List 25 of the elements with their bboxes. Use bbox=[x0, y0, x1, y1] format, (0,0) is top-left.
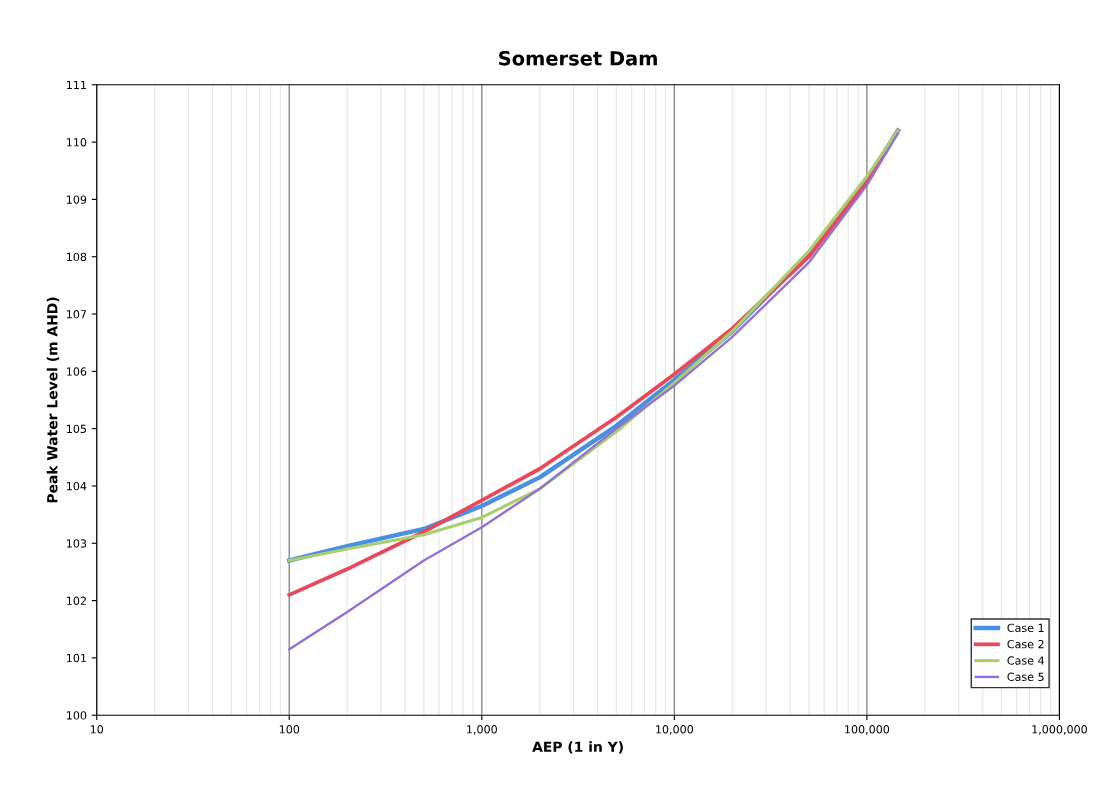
y-axis-title: Peak Water Level (m AHD) bbox=[46, 297, 60, 503]
y-tick-label: 107 bbox=[67, 310, 87, 319]
x-axis-title: AEP (1 in Y) bbox=[532, 741, 623, 754]
x-tick-label: 1,000 bbox=[467, 725, 497, 735]
x-tick-label: 1,000,000 bbox=[1032, 725, 1087, 735]
legend-label: Case 2 bbox=[1007, 639, 1044, 649]
y-tick-label: 111 bbox=[67, 80, 86, 90]
legend-label: Case 1 bbox=[1007, 623, 1044, 633]
y-tick-label: 103 bbox=[67, 539, 87, 548]
y-tick-label: 101 bbox=[67, 653, 86, 663]
chart-title: Somerset Dam bbox=[499, 50, 657, 66]
y-tick-label: 109 bbox=[67, 195, 87, 204]
x-tick-label: 10 bbox=[90, 725, 104, 734]
x-tick-label: 100,000 bbox=[845, 725, 890, 735]
x-tick-label: 100 bbox=[279, 725, 300, 734]
x-tick-label: 10,000 bbox=[656, 725, 694, 735]
legend-label: Case 5 bbox=[1007, 672, 1044, 681]
y-tick-label: 102 bbox=[67, 596, 86, 605]
y-tick-label: 108 bbox=[67, 252, 87, 262]
y-tick-label: 104 bbox=[67, 481, 87, 491]
y-tick-label: 105 bbox=[67, 424, 87, 434]
y-tick-label: 106 bbox=[67, 367, 87, 376]
legend-label: Case 4 bbox=[1007, 656, 1044, 665]
y-tick-label: 110 bbox=[67, 138, 87, 147]
y-tick-label: 100 bbox=[67, 711, 87, 720]
